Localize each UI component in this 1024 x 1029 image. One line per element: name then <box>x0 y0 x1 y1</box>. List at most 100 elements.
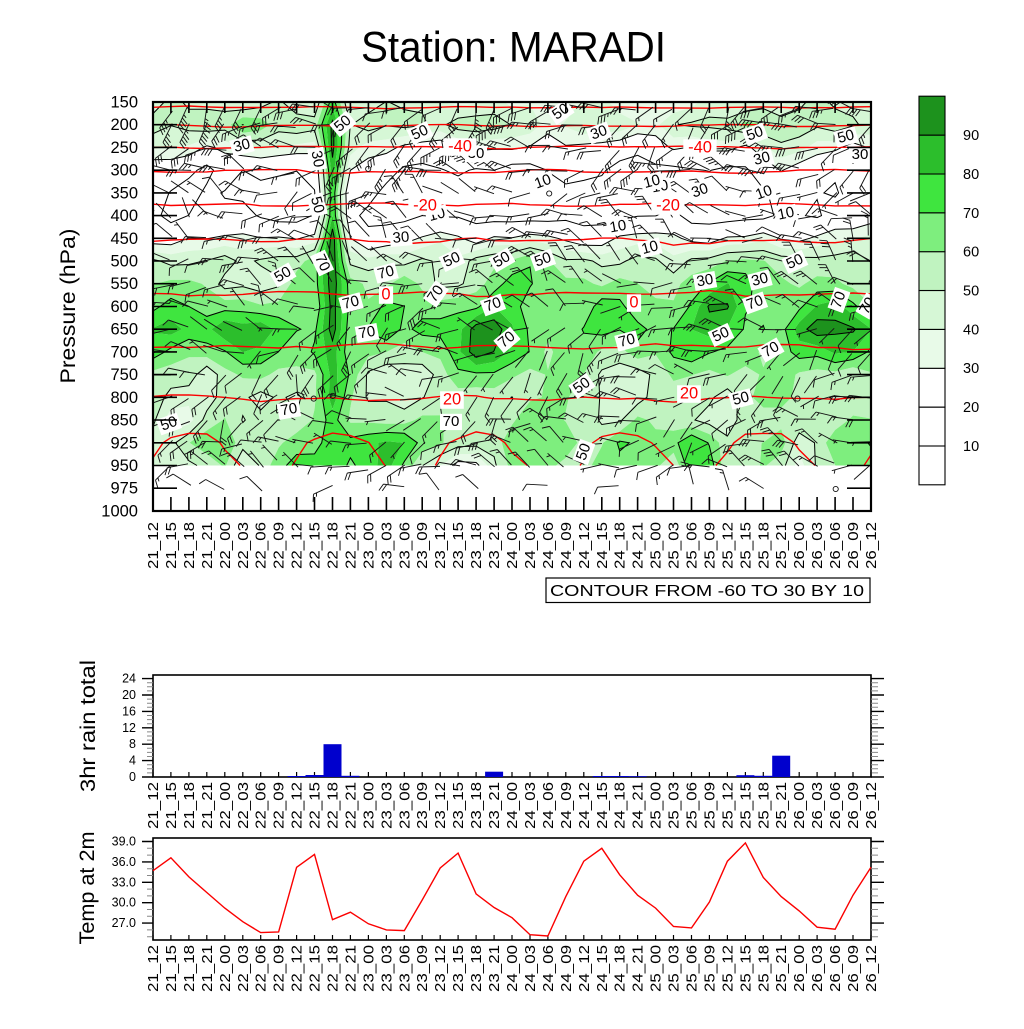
svg-text:750: 750 <box>110 366 138 384</box>
svg-text:25_06: 25_06 <box>684 945 701 992</box>
svg-text:23_09: 23_09 <box>414 782 431 829</box>
svg-text:26_03: 26_03 <box>809 945 826 992</box>
svg-text:22_09: 22_09 <box>271 522 288 569</box>
svg-text:80: 80 <box>963 167 979 183</box>
svg-text:22_12: 22_12 <box>289 522 306 569</box>
svg-text:10: 10 <box>753 182 774 204</box>
svg-text:-20: -20 <box>656 197 680 215</box>
svg-text:24_03: 24_03 <box>522 782 539 829</box>
svg-text:24_00: 24_00 <box>504 782 521 829</box>
svg-text:40: 40 <box>963 322 979 338</box>
svg-text:26_06: 26_06 <box>827 945 844 992</box>
svg-text:26_09: 26_09 <box>845 782 862 829</box>
svg-text:26_12: 26_12 <box>863 945 880 992</box>
svg-text:26_06: 26_06 <box>827 522 844 569</box>
svg-text:24_18: 24_18 <box>612 782 629 829</box>
svg-text:20: 20 <box>963 400 979 416</box>
svg-text:21_21: 21_21 <box>199 945 216 992</box>
svg-text:23_03: 23_03 <box>378 945 395 992</box>
svg-text:550: 550 <box>110 275 138 293</box>
svg-text:22_12: 22_12 <box>289 782 306 829</box>
svg-text:23_00: 23_00 <box>360 782 377 829</box>
svg-text:24_15: 24_15 <box>594 522 611 569</box>
svg-text:500: 500 <box>110 253 138 271</box>
svg-text:3hr rain total: 3hr rain total <box>77 660 100 792</box>
svg-text:25_12: 25_12 <box>719 782 736 829</box>
svg-text:21_12: 21_12 <box>145 945 162 992</box>
svg-text:50: 50 <box>271 263 294 286</box>
svg-text:26_06: 26_06 <box>827 782 844 829</box>
svg-text:23_09: 23_09 <box>414 522 431 569</box>
svg-text:26_09: 26_09 <box>845 945 862 992</box>
svg-text:300: 300 <box>110 162 138 180</box>
svg-text:975: 975 <box>110 480 138 498</box>
svg-text:-40: -40 <box>688 139 712 157</box>
svg-text:23_06: 23_06 <box>396 782 413 829</box>
svg-text:70: 70 <box>759 338 782 361</box>
svg-text:24_21: 24_21 <box>630 782 647 829</box>
svg-text:26_00: 26_00 <box>791 945 808 992</box>
svg-text:22_03: 22_03 <box>235 945 252 992</box>
svg-text:26_00: 26_00 <box>791 522 808 569</box>
svg-text:21_15: 21_15 <box>163 945 180 992</box>
svg-text:22_06: 22_06 <box>253 945 270 992</box>
svg-text:25_15: 25_15 <box>737 782 754 829</box>
svg-text:23_09: 23_09 <box>414 945 431 992</box>
svg-text:30: 30 <box>308 149 328 168</box>
svg-text:24_03: 24_03 <box>522 522 539 569</box>
svg-text:24_15: 24_15 <box>594 945 611 992</box>
svg-text:24_09: 24_09 <box>558 522 575 569</box>
svg-text:22_15: 22_15 <box>307 522 324 569</box>
svg-text:50: 50 <box>731 388 752 409</box>
svg-text:26_03: 26_03 <box>809 522 826 569</box>
svg-text:50: 50 <box>836 126 857 147</box>
svg-text:22_18: 22_18 <box>325 945 342 992</box>
svg-text:25_18: 25_18 <box>755 522 772 569</box>
svg-text:21_18: 21_18 <box>181 945 198 992</box>
svg-text:50: 50 <box>307 195 328 216</box>
svg-text:800: 800 <box>110 389 138 407</box>
svg-text:23_12: 23_12 <box>432 522 449 569</box>
svg-text:CONTOUR FROM -60 TO 30 BY 10: CONTOUR FROM -60 TO 30 BY 10 <box>550 583 864 600</box>
svg-text:50: 50 <box>490 248 513 271</box>
svg-text:70: 70 <box>311 252 333 274</box>
svg-text:33.0: 33.0 <box>112 875 136 889</box>
svg-text:23_00: 23_00 <box>360 522 377 569</box>
svg-text:21_18: 21_18 <box>181 522 198 569</box>
svg-text:50: 50 <box>963 284 979 300</box>
svg-text:23_21: 23_21 <box>486 522 503 569</box>
svg-text:22_03: 22_03 <box>235 522 252 569</box>
svg-text:24_12: 24_12 <box>576 782 593 829</box>
svg-text:25_00: 25_00 <box>648 782 665 829</box>
svg-text:70: 70 <box>617 330 638 351</box>
svg-text:24_06: 24_06 <box>540 782 557 829</box>
svg-text:70: 70 <box>744 292 765 314</box>
svg-text:22_00: 22_00 <box>217 522 234 569</box>
svg-text:25_00: 25_00 <box>648 522 665 569</box>
svg-text:925: 925 <box>110 434 138 452</box>
svg-text:850: 850 <box>110 412 138 430</box>
svg-text:23_15: 23_15 <box>450 782 467 829</box>
svg-text:50: 50 <box>710 323 732 345</box>
svg-text:30: 30 <box>963 361 979 377</box>
svg-text:25_12: 25_12 <box>719 522 736 569</box>
svg-text:22_21: 22_21 <box>342 945 359 992</box>
svg-text:25_18: 25_18 <box>755 782 772 829</box>
svg-text:10: 10 <box>963 439 979 455</box>
svg-text:150: 150 <box>110 94 138 112</box>
svg-text:-40: -40 <box>448 138 472 156</box>
svg-text:22_12: 22_12 <box>289 945 306 992</box>
svg-text:70: 70 <box>424 282 447 305</box>
svg-text:1000: 1000 <box>101 502 138 520</box>
svg-text:70: 70 <box>443 413 460 430</box>
svg-text:70: 70 <box>963 206 979 222</box>
svg-text:22_18: 22_18 <box>325 522 342 569</box>
svg-text:25_09: 25_09 <box>701 522 718 569</box>
svg-text:10: 10 <box>608 217 627 237</box>
svg-text:50: 50 <box>570 374 593 397</box>
svg-text:60: 60 <box>963 245 979 261</box>
svg-text:50: 50 <box>158 413 179 435</box>
svg-text:21_21: 21_21 <box>199 782 216 829</box>
svg-text:30: 30 <box>752 148 773 169</box>
svg-text:Station: MARADI: Station: MARADI <box>361 24 666 72</box>
